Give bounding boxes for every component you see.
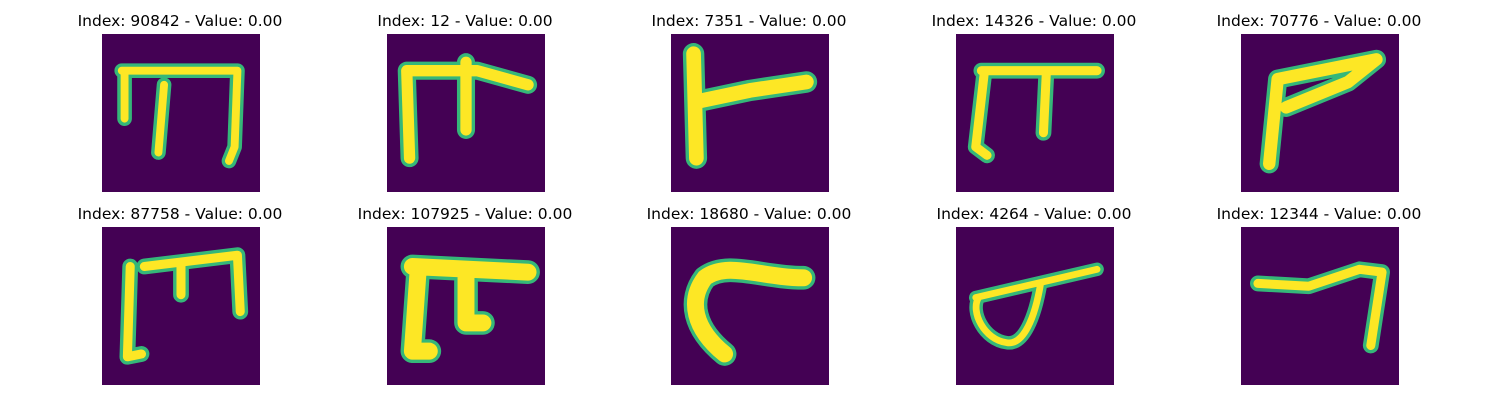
image-panel: Index: 7351 - Value: 0.00 bbox=[599, 0, 899, 192]
handwritten-glyph-image bbox=[956, 227, 1114, 385]
handwritten-glyph-image bbox=[102, 34, 260, 192]
handwritten-glyph-image bbox=[1241, 34, 1399, 192]
panel-title: Index: 14326 - Value: 0.00 bbox=[931, 12, 1137, 30]
image-panel: Index: 87758 - Value: 0.00 bbox=[30, 193, 330, 385]
panel-title: Index: 90842 - Value: 0.00 bbox=[77, 12, 283, 30]
handwritten-glyph-image bbox=[671, 227, 829, 385]
panel-title: Index: 87758 - Value: 0.00 bbox=[77, 205, 283, 223]
image-panel: Index: 12 - Value: 0.00 bbox=[315, 0, 615, 192]
handwritten-glyph-image bbox=[387, 227, 545, 385]
handwritten-glyph-image bbox=[1241, 227, 1399, 385]
panel-title: Index: 4264 - Value: 0.00 bbox=[936, 205, 1132, 223]
panel-title: Index: 12344 - Value: 0.00 bbox=[1216, 205, 1422, 223]
image-panel: Index: 12344 - Value: 0.00 bbox=[1169, 193, 1469, 385]
handwritten-glyph-image bbox=[387, 34, 545, 192]
image-panel: Index: 90842 - Value: 0.00 bbox=[30, 0, 330, 192]
handwritten-glyph-image bbox=[671, 34, 829, 192]
image-panel: Index: 107925 - Value: 0.00 bbox=[315, 193, 615, 385]
panel-title: Index: 18680 - Value: 0.00 bbox=[646, 205, 852, 223]
panel-title: Index: 107925 - Value: 0.00 bbox=[357, 205, 573, 223]
panel-title: Index: 70776 - Value: 0.00 bbox=[1216, 12, 1422, 30]
panel-title: Index: 12 - Value: 0.00 bbox=[377, 12, 553, 30]
image-panel: Index: 70776 - Value: 0.00 bbox=[1169, 0, 1469, 192]
panel-title: Index: 7351 - Value: 0.00 bbox=[651, 12, 847, 30]
handwritten-glyph-image bbox=[102, 227, 260, 385]
image-panel: Index: 18680 - Value: 0.00 bbox=[599, 193, 899, 385]
handwritten-glyph-image bbox=[956, 34, 1114, 192]
image-panel: Index: 4264 - Value: 0.00 bbox=[884, 193, 1184, 385]
image-panel: Index: 14326 - Value: 0.00 bbox=[884, 0, 1184, 192]
